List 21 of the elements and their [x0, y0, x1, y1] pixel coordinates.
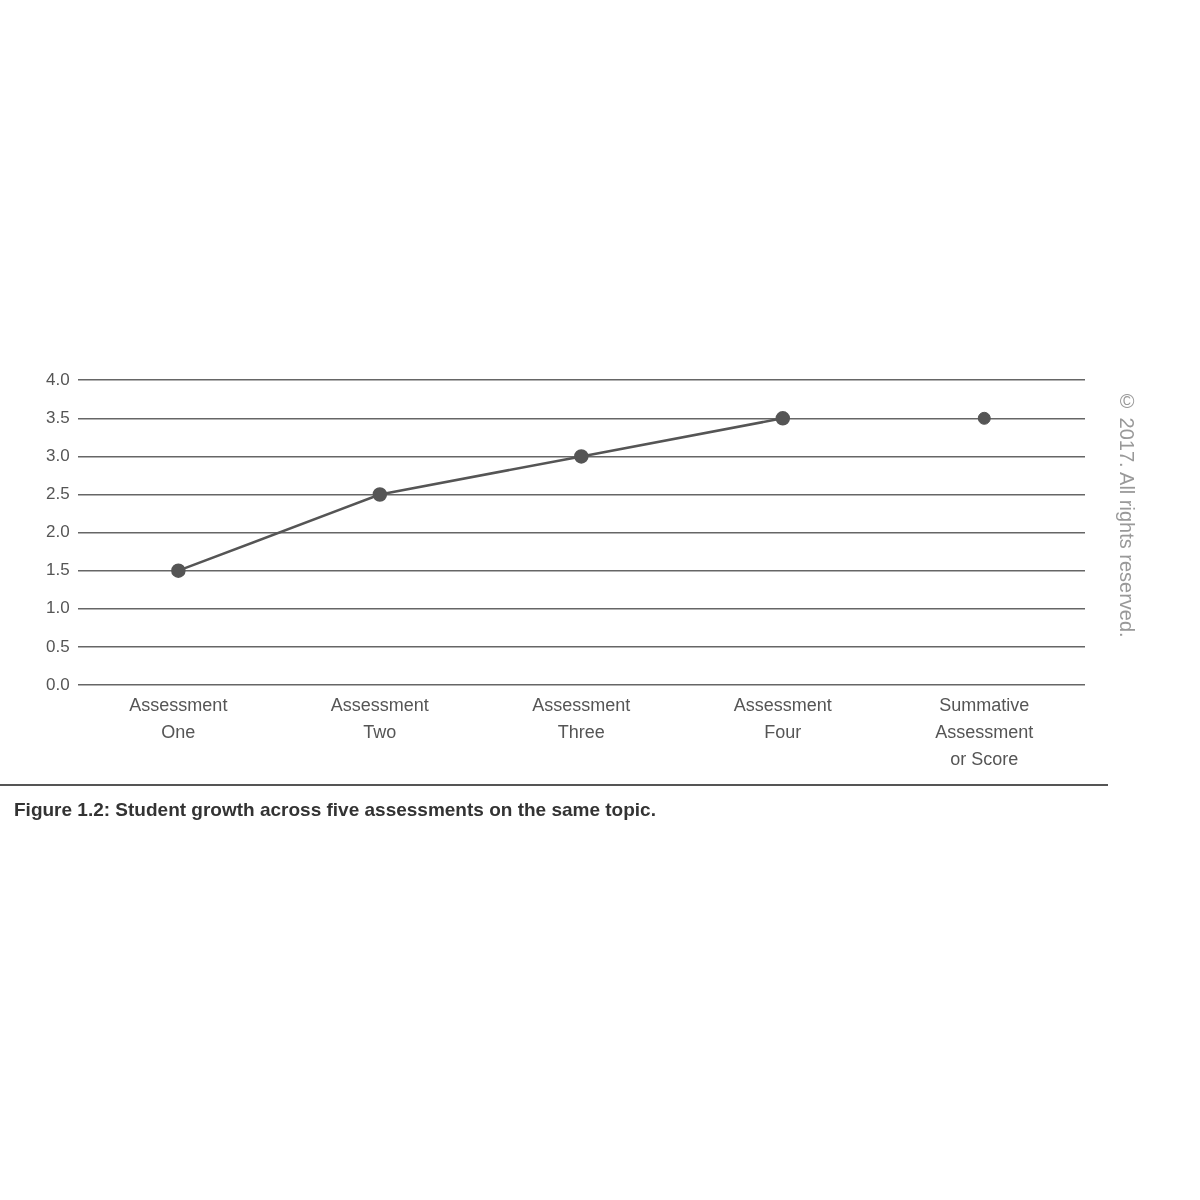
y-tick-label: 1.0: [45, 598, 70, 618]
point: [171, 563, 186, 578]
text: © 2017. All rights reserved.: [1115, 390, 1139, 638]
text: Figure 1.2: Student growth across five assessments on the same topic.: [14, 799, 656, 821]
point: [977, 411, 991, 425]
x-tick-label: Assessment One: [129, 695, 228, 743]
point: [775, 411, 791, 426]
y-tick-label: 3.5: [45, 407, 70, 427]
x-tick-label: Assessment Three: [532, 695, 631, 743]
y-tick-label: 2.0: [45, 522, 70, 542]
y-tick-label: 2.5: [45, 484, 70, 504]
y-tick-label: 0.5: [45, 636, 70, 656]
x-tick-label: Assessment Four: [733, 695, 832, 743]
x-tick-label: Summative Assessment or Score: [935, 695, 1034, 770]
y-tick-label: 4.0: [45, 369, 70, 389]
point: [574, 449, 589, 464]
y-tick-label: 0.0: [45, 674, 70, 694]
y-tick-label: 3.0: [45, 446, 70, 466]
x-tick-label: Assessment Two: [330, 695, 429, 743]
y-tick-label: 1.5: [45, 560, 70, 580]
point: [372, 487, 388, 502]
